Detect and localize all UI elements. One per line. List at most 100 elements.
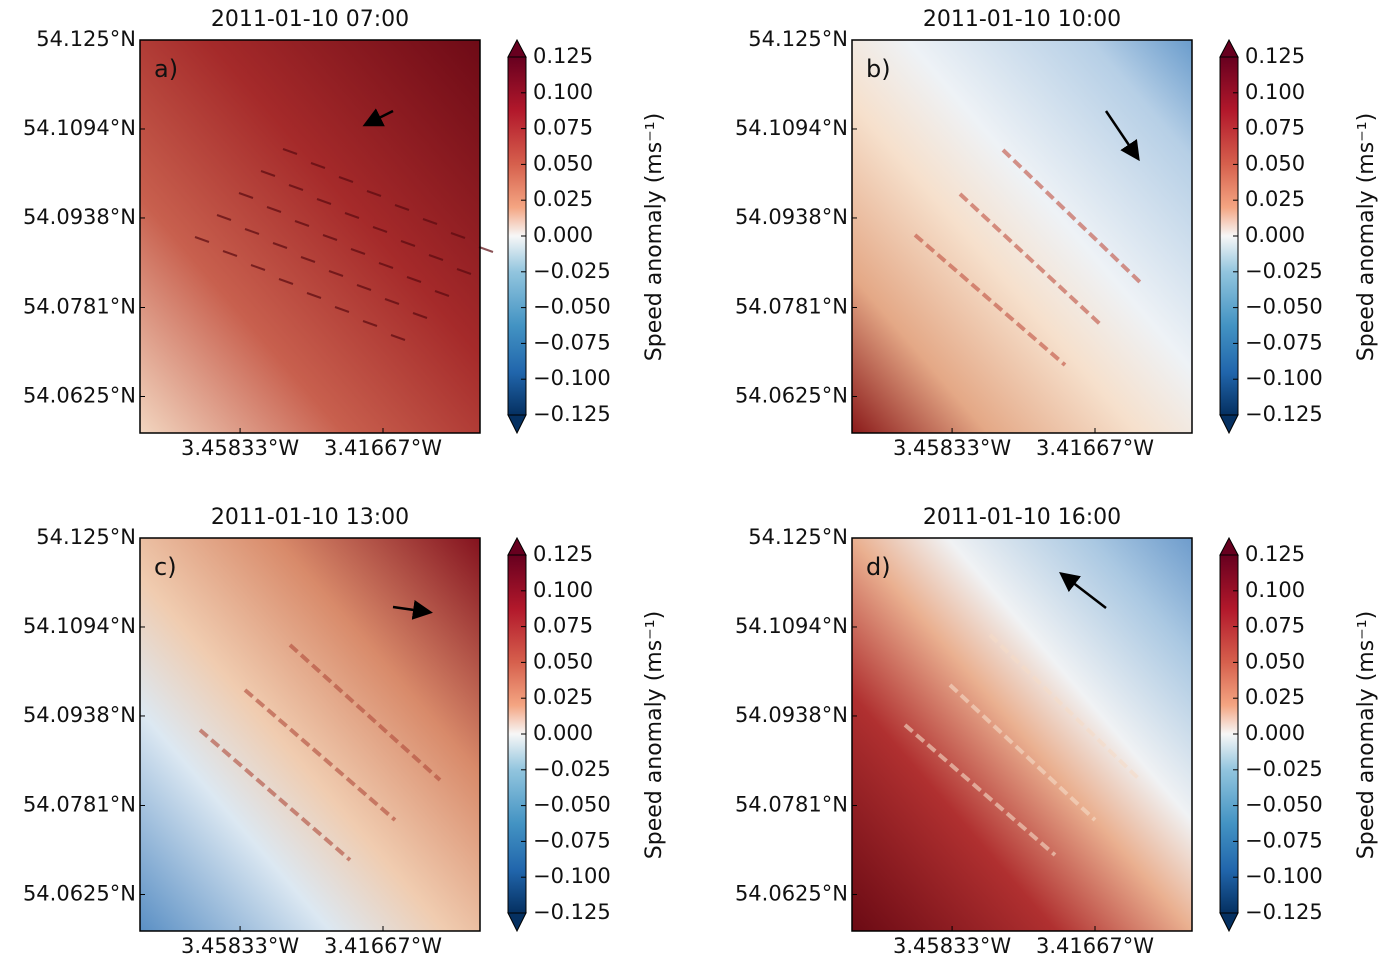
colorbar-tick-label: 0.025 <box>1245 187 1305 211</box>
y-tick-label: 54.1094°N <box>735 116 848 140</box>
y-tick-label: 54.0625°N <box>735 383 848 407</box>
colorbar-tick-label: 0.025 <box>533 187 593 211</box>
colorbar-tick-label: 0.075 <box>1245 116 1305 140</box>
y-tick-label: 54.125°N <box>748 27 848 51</box>
y-tick-label: 54.0625°N <box>23 383 136 407</box>
colorbar <box>508 57 526 415</box>
panel-label: c) <box>154 553 177 581</box>
colorbar-extend-max <box>507 38 527 58</box>
wind-arrow <box>392 599 433 620</box>
colorbar-extend-min <box>1219 414 1239 435</box>
colorbar-tick-label: 0.075 <box>533 116 593 140</box>
panel-label: d) <box>866 553 891 581</box>
colorbar-tick-label: −0.050 <box>533 793 611 817</box>
plot-frame <box>139 39 481 434</box>
colorbar-tick-label: −0.125 <box>1245 402 1323 426</box>
heatmap-field <box>140 538 480 931</box>
colorbar-label: Speed anomaly (ms⁻¹) <box>642 113 667 361</box>
wake <box>903 723 1057 857</box>
wake <box>456 268 472 275</box>
colorbar-tick-label: 0.125 <box>1245 542 1305 566</box>
colorbar-tick-label: 0.100 <box>1245 578 1305 602</box>
colorbar-tick-label: 0.000 <box>533 721 593 745</box>
colorbar-extend-max <box>1219 536 1239 556</box>
colorbar-tick-label: −0.050 <box>1245 793 1323 817</box>
wind-arrow <box>362 108 394 127</box>
turbine-wakes <box>913 148 1145 367</box>
colorbar <box>1220 57 1238 415</box>
x-tick-label: 3.45833°W <box>181 436 299 460</box>
wake <box>288 643 442 782</box>
colorbar-tick-label: 0.100 <box>533 578 593 602</box>
y-tick-label: 54.125°N <box>36 525 136 549</box>
wake <box>913 233 1067 367</box>
x-tick-label: 3.41667°W <box>1036 436 1154 460</box>
colorbar-tick-label: −0.050 <box>1245 295 1323 319</box>
plot-frame <box>139 537 481 932</box>
wake <box>400 240 416 247</box>
wake <box>198 728 352 862</box>
colorbar-tick-label: 0.125 <box>1245 44 1305 68</box>
colorbar-label: Speed anomaly (ms⁻¹) <box>1354 611 1379 859</box>
wake <box>243 688 397 822</box>
wake <box>478 246 494 253</box>
colorbar-tick-label: −0.100 <box>1245 864 1323 888</box>
panel: 2011-01-10 13:00 c) 54.125°N 54.1094°N 54.09… <box>23 505 667 954</box>
wake <box>958 192 1102 326</box>
wake <box>356 284 372 291</box>
colorbar-tick-label: −0.025 <box>533 259 611 283</box>
wake <box>278 278 294 285</box>
y-tick-label: 54.0938°N <box>23 703 136 727</box>
wake <box>390 334 406 341</box>
wake <box>282 148 298 155</box>
y-tick-label: 54.0781°N <box>735 295 848 319</box>
wake <box>394 204 410 211</box>
colorbar-extend-max <box>507 536 527 556</box>
turbine-wakes <box>903 633 1142 857</box>
colorbar-tick-label: −0.025 <box>1245 259 1323 283</box>
colorbar-tick-label: −0.075 <box>1245 330 1323 354</box>
wake <box>244 228 260 235</box>
x-tick-label: 3.41667°W <box>324 934 442 954</box>
panel: 2011-01-10 10:00 b) 54.125°N 54.1094°N 54.09… <box>735 7 1379 460</box>
y-tick-label: 54.0625°N <box>23 881 136 905</box>
colorbar-extend-min <box>507 912 527 933</box>
wake <box>322 234 338 241</box>
colorbar-tick-label: 0.050 <box>533 649 593 673</box>
wake <box>334 306 350 313</box>
wake <box>422 218 438 225</box>
panel-label: b) <box>866 55 891 83</box>
wake <box>378 262 394 269</box>
colorbar-extend-max <box>1219 38 1239 58</box>
colorbar-tick-label: 0.125 <box>533 542 593 566</box>
y-tick-label: 54.0781°N <box>23 793 136 817</box>
wake <box>272 242 288 249</box>
colorbar-tick-label: 0.100 <box>533 80 593 104</box>
turbine-wakes <box>194 148 494 341</box>
colorbar-tick-label: 0.075 <box>533 614 593 638</box>
colorbar-tick-label: −0.050 <box>533 295 611 319</box>
colorbar-tick-label: 0.050 <box>533 151 593 175</box>
y-tick-label: 54.0938°N <box>735 205 848 229</box>
wake <box>344 212 360 219</box>
panel-title: 2011-01-10 16:00 <box>923 505 1121 530</box>
wake <box>300 256 316 263</box>
wake <box>250 264 266 271</box>
colorbar-tick-label: 0.125 <box>533 44 593 68</box>
wake <box>316 198 332 205</box>
colorbar-tick-label: −0.125 <box>533 900 611 924</box>
colorbar <box>508 555 526 913</box>
colorbar-tick-label: 0.050 <box>1245 649 1305 673</box>
wake <box>288 184 304 191</box>
wake <box>372 226 388 233</box>
colorbar-tick-label: −0.025 <box>1245 757 1323 781</box>
plot-frame <box>851 537 1193 932</box>
wake <box>260 170 276 177</box>
x-tick-label: 3.45833°W <box>893 934 1011 954</box>
colorbar-label: Speed anomaly (ms⁻¹) <box>642 611 667 859</box>
wake <box>350 248 366 255</box>
y-tick-label: 54.0625°N <box>735 881 848 905</box>
colorbar-tick-label: −0.075 <box>533 330 611 354</box>
panel-label: a) <box>154 55 178 83</box>
